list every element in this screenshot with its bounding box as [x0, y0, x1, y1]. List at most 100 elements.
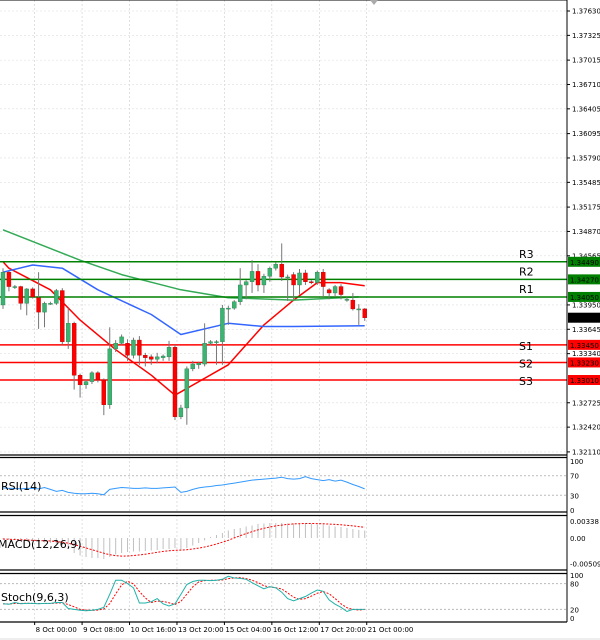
bottom-bar [0, 638, 600, 640]
bullish-candle-body [332, 286, 338, 294]
candle [131, 337, 136, 359]
price-tick-label: 1.33950 [572, 301, 600, 309]
bullish-candle-body [232, 301, 237, 309]
bearish-candle-body [125, 343, 130, 356]
bullish-candle-body [202, 343, 207, 365]
time-tick-label: 8 Oct 00:00 [36, 626, 77, 634]
price-tick-label: 1.32725 [572, 399, 600, 407]
candle [202, 323, 207, 367]
bullish-candle-body [24, 288, 29, 304]
macd-tick-label: 0.00 [570, 535, 586, 543]
level-price-label: 1.33010 [570, 377, 599, 385]
price-tick-label: 1.35175 [572, 204, 600, 212]
level-price-label: 1.33230 [570, 359, 599, 367]
candle [261, 273, 267, 293]
candle [226, 305, 231, 325]
price-tick-label: 1.34870 [572, 228, 600, 236]
candle [297, 268, 302, 295]
level-price-label: 1.34270 [570, 276, 599, 284]
time-tick-label: 9 Oct 08:00 [83, 626, 124, 634]
candle [237, 268, 243, 305]
candle [255, 264, 261, 292]
candle [214, 340, 219, 365]
main-panel: R3 R2 R1 S1 S2 S3 [0, 229, 567, 425]
grid [0, 0, 567, 622]
price-tick-label: 1.33645 [572, 326, 600, 334]
stoch-tick-label: 20 [570, 606, 579, 614]
candle [60, 288, 65, 345]
candle [303, 269, 308, 285]
bullish-candle-body [315, 271, 320, 283]
bullish-candle-body [220, 307, 225, 342]
time-tick-label: 10 Oct 16:00 [131, 626, 177, 634]
candle [113, 340, 118, 353]
candle [66, 308, 71, 349]
level-price-label: 1.34490 [570, 259, 599, 267]
candle [143, 352, 148, 367]
candle [71, 321, 77, 390]
price-tick-label: 1.32420 [572, 424, 600, 432]
candle [42, 301, 47, 328]
candle [95, 371, 101, 383]
macd-panel: MACD(12,26,9) [0, 523, 366, 559]
candle [125, 339, 130, 361]
moving-average-line [2, 229, 359, 301]
level-name-r3: R3 [519, 248, 534, 261]
bullish-candle-body [297, 272, 302, 286]
price-tick-label: 1.36405 [572, 105, 600, 113]
level-name-s2: S2 [519, 357, 533, 370]
level-name-r1: R1 [519, 283, 534, 296]
bullish-candle-body [89, 372, 95, 382]
candle [30, 287, 35, 299]
rsi-line [2, 476, 365, 496]
candle [321, 268, 326, 297]
stoch-tick-label: 80 [570, 581, 579, 589]
level-price-label: 1.34050 [570, 294, 599, 302]
bullish-candle-body [237, 284, 243, 302]
bullish-candle-body [107, 348, 112, 405]
level-price-tag [568, 375, 600, 386]
candle [267, 266, 273, 282]
level-price-tag [568, 274, 600, 285]
candle [291, 272, 296, 300]
level-price-tag [568, 291, 600, 302]
price-tick-label: 1.37015 [572, 57, 600, 65]
price-tick-label: 1.35485 [572, 179, 600, 187]
candle [101, 378, 107, 416]
bullish-candle-body [131, 339, 136, 356]
bullish-candle-body [273, 263, 278, 269]
candle [208, 340, 213, 346]
rsi-tick-label: 100 [570, 458, 583, 466]
bearish-candle-body [338, 286, 344, 295]
bearish-candle-body [143, 355, 148, 358]
stoch-label: Stoch(9,6,3) [1, 591, 69, 604]
candle [190, 360, 195, 372]
time-tick-label: 13 Oct 20:00 [178, 626, 224, 634]
candle [166, 340, 172, 361]
bearish-candle-body [309, 281, 314, 283]
bearish-candle-body [71, 323, 77, 376]
bearish-candle-body [362, 308, 367, 318]
candle [77, 373, 83, 398]
level-name-s1: S1 [519, 340, 533, 353]
candle [350, 292, 356, 311]
time-tick-label: 16 Oct 12:00 [273, 626, 319, 634]
level-name-r2: R2 [519, 265, 534, 278]
candle [362, 308, 367, 321]
bearish-candle-body [18, 286, 23, 304]
candle [89, 371, 95, 385]
bullish-candle-body [196, 363, 201, 366]
rsi-panel: RSI(14) [0, 475, 567, 496]
bearish-candle-body [279, 263, 284, 278]
bullish-candle-body [261, 275, 267, 286]
candle [12, 284, 18, 289]
bullish-candle-body [285, 276, 290, 279]
bearish-candle-body [60, 290, 65, 342]
bullish-candle-body [190, 363, 195, 370]
bearish-candle-body [172, 347, 178, 417]
bearish-candle-body [149, 356, 154, 360]
bearish-candle-body [6, 271, 12, 287]
price-tick-label: 1.36095 [572, 130, 600, 138]
